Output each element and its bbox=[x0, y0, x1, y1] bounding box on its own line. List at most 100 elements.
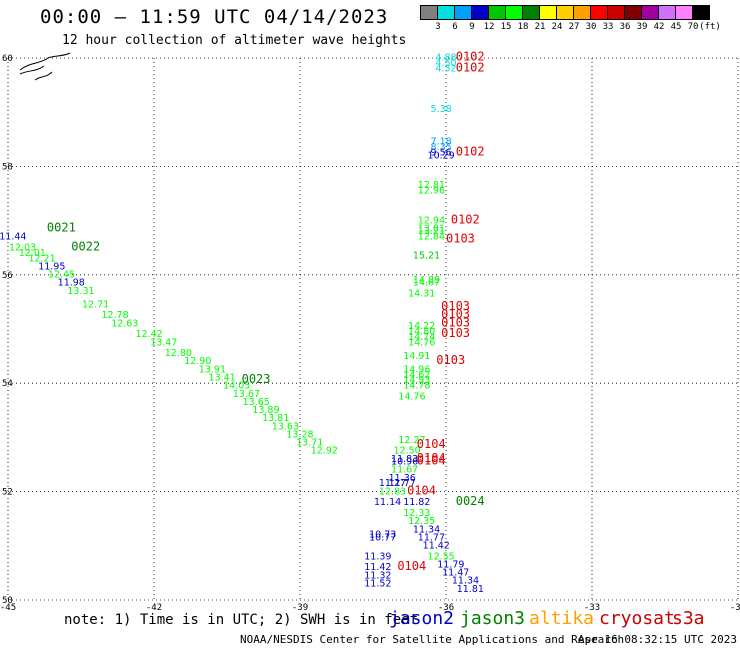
satellite-name: jason3 bbox=[460, 608, 526, 629]
lon-tick-label: -30 bbox=[730, 603, 740, 613]
wave-height-label: 11.52 bbox=[364, 578, 391, 589]
lat-tick-label: 56 bbox=[2, 271, 13, 281]
wave-height-label: 11.81 bbox=[457, 584, 484, 595]
wave-height-label: 13.81 bbox=[262, 413, 289, 424]
wave-height-label: 12.27 bbox=[398, 435, 425, 446]
wave-height-label: 12.96 bbox=[418, 186, 445, 197]
wave-height-label: 11.82 bbox=[403, 497, 430, 508]
pass-label: 0021 bbox=[47, 220, 76, 234]
wave-height-label: 10.77 bbox=[369, 532, 396, 543]
wave-height-label: 12.81 bbox=[418, 180, 445, 191]
wave-height-label: 12.50 bbox=[393, 446, 420, 457]
wave-height-label: 11.77 bbox=[389, 478, 416, 489]
lat-tick-label: 54 bbox=[2, 379, 13, 389]
lat-tick-label: 60 bbox=[2, 54, 13, 64]
satellite-name: altika bbox=[529, 608, 595, 629]
wave-height-label: 13.01 bbox=[418, 223, 445, 234]
satellite-name: jason2 bbox=[389, 608, 455, 629]
coastline bbox=[19, 52, 71, 81]
color-legend-tick: 30 bbox=[585, 22, 597, 32]
wave-height-label: 4.50 bbox=[435, 58, 456, 69]
wave-height-label: 11.32 bbox=[364, 570, 391, 581]
lon-tick-label: -42 bbox=[146, 603, 162, 613]
wave-height-label: 14.22 bbox=[408, 321, 435, 332]
color-legend-tick: 3 bbox=[435, 22, 441, 32]
wave-height-label: 11.67 bbox=[391, 465, 418, 476]
wave-height-label: 11.42 bbox=[423, 541, 450, 552]
pass-label: 0103 bbox=[446, 231, 475, 245]
pass-label: 0024 bbox=[456, 494, 485, 508]
pass-label: 0023 bbox=[242, 372, 271, 386]
color-legend-labels: 3 6 9 12 15 18 21 24 27 30 33 36 39 42 45 70 (ft) bbox=[421, 22, 740, 34]
pass-label: 0022 bbox=[71, 239, 100, 253]
wave-height-label: 14.31 bbox=[408, 288, 435, 299]
wave-height-label: 12.92 bbox=[311, 446, 338, 457]
wave-height-label: 13.63 bbox=[272, 421, 299, 432]
wave-height-label: 14.96 bbox=[403, 364, 430, 375]
wave-height-label: 13.91 bbox=[199, 364, 226, 375]
lon-tick-label: -45 bbox=[0, 603, 16, 613]
wave-height-label: 12.90 bbox=[184, 356, 211, 367]
wave-height-label: 11.95 bbox=[38, 261, 65, 272]
pass-label: 0104 bbox=[407, 483, 436, 497]
wave-height-label: 12.45 bbox=[48, 270, 75, 281]
wave-height-label: 11.34 bbox=[452, 576, 479, 587]
pass-label: 0103 bbox=[441, 299, 470, 313]
wave-height-label: 14.62 bbox=[403, 370, 430, 381]
wave-height-label: 14.93 bbox=[403, 375, 430, 386]
wave-height-label: 13.65 bbox=[243, 397, 270, 408]
lat-tick-label: 50 bbox=[2, 596, 13, 606]
satellite-name: s3a bbox=[672, 608, 705, 629]
wave-height-label: 14.89 bbox=[413, 275, 440, 286]
wave-height-label: 12.55 bbox=[428, 551, 455, 562]
wave-height-label: 12.83 bbox=[379, 486, 406, 497]
wave-height-label: 11.14 bbox=[374, 497, 401, 508]
lat-tick-label: 52 bbox=[2, 488, 13, 498]
wave-height-label: 11.39 bbox=[364, 551, 391, 562]
wave-height-label: 12.80 bbox=[165, 348, 192, 359]
wave-height-label: 11.79 bbox=[437, 559, 464, 570]
wave-height-label: 14.76 bbox=[408, 337, 435, 348]
page-subtitle: 12 hour collection of altimeter wave hei… bbox=[62, 33, 407, 48]
wave-height-label: 14.67 bbox=[413, 278, 440, 289]
wave-height-label: 12.84 bbox=[418, 232, 445, 243]
pass-label: 0102 bbox=[456, 50, 485, 64]
wave-height-label: 13.67 bbox=[233, 389, 260, 400]
footnote: note: 1) Time is in UTC; 2) SWH is in fe… bbox=[64, 612, 419, 628]
pass-label: 0102 bbox=[456, 145, 485, 159]
wave-height-label: 14.80 bbox=[408, 326, 435, 337]
pass-label: 0103 bbox=[441, 326, 470, 340]
pass-label: 0103 bbox=[441, 315, 470, 329]
wave-height-label: 11.77 bbox=[418, 532, 445, 543]
satellite-name: cryosat bbox=[599, 608, 675, 629]
wave-height-label: 14.74 bbox=[408, 332, 435, 343]
wave-height-label: 11.47 bbox=[442, 568, 469, 579]
generated-date: Apr 16 08:32:15 UTC 2023 bbox=[578, 633, 737, 646]
color-legend-tick: 36 bbox=[619, 22, 631, 32]
wave-height-label: 12.03 bbox=[9, 242, 36, 253]
wave-height-label: 12.01 bbox=[19, 248, 46, 259]
wave-height-label: 5.38 bbox=[431, 104, 452, 115]
color-legend-tick: 27 bbox=[568, 22, 580, 32]
wave-height-label: 12.21 bbox=[28, 253, 55, 264]
lon-tick-label: -39 bbox=[292, 603, 308, 613]
color-legend-tick: 18 bbox=[517, 22, 529, 32]
color-legend-tick: 21 bbox=[534, 22, 546, 32]
color-legend-tick: (ft) bbox=[699, 22, 721, 32]
wave-height-label: 14.76 bbox=[398, 391, 425, 402]
wave-height-label: 8.35 bbox=[431, 142, 452, 153]
wave-height-label: 13.31 bbox=[67, 286, 94, 297]
wave-height-label: 9.56 bbox=[431, 148, 452, 159]
credit-line: NOAA/NESDIS Center for Satellite Applica… bbox=[240, 633, 625, 646]
wave-height-label: 13.28 bbox=[286, 429, 313, 440]
wave-height-label: 7.18 bbox=[431, 137, 452, 148]
wave-height-label: 11.42 bbox=[364, 562, 391, 573]
color-legend-tick: 6 bbox=[452, 22, 458, 32]
wave-height-label: 12.35 bbox=[408, 516, 435, 527]
color-legend-tick: 45 bbox=[670, 22, 682, 32]
wave-height-label: 14.91 bbox=[403, 351, 430, 362]
pass-label: 0102 bbox=[451, 212, 480, 226]
wave-height-label: 11.34 bbox=[413, 524, 440, 535]
wave-height-label: 4.88 bbox=[435, 53, 456, 64]
